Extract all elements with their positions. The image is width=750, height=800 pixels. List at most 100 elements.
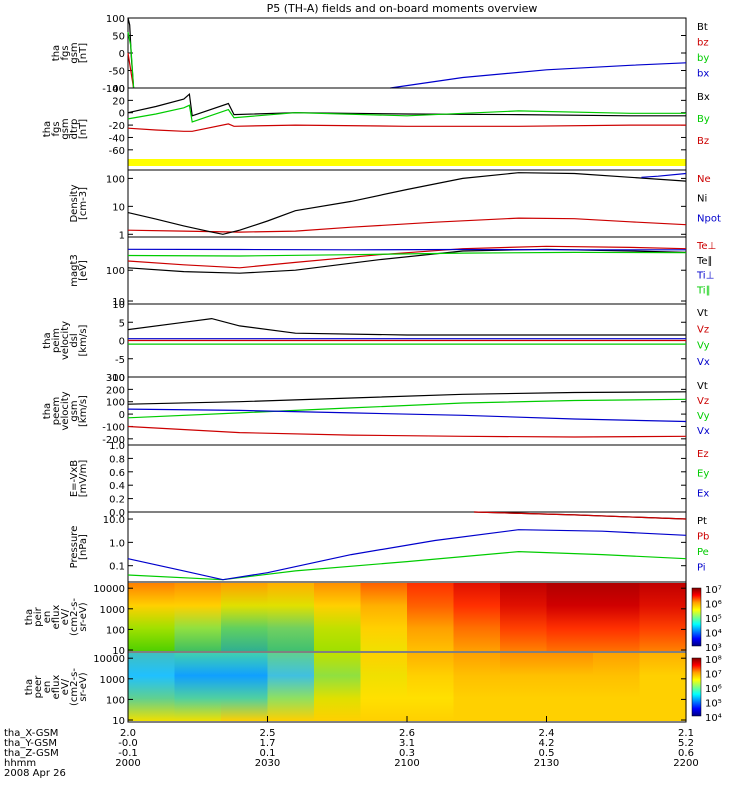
y-axis-label: peim xyxy=(51,328,62,353)
series-line-ti xyxy=(127,248,686,251)
legend-pt: Pt xyxy=(697,516,707,527)
panel-frame xyxy=(127,511,687,583)
y-axis-label: tha xyxy=(24,679,35,695)
y-tick-label: 0.0 xyxy=(109,508,125,519)
ephemeris-value: -0.1 xyxy=(118,748,138,759)
legend-ez: Ez xyxy=(697,449,709,460)
y-axis-label: dsl xyxy=(69,333,80,347)
y-tick-label: 300 xyxy=(106,373,125,384)
heatmap-column xyxy=(407,653,455,721)
legend-te: Te∥ xyxy=(696,256,713,267)
y-axis-label: [mV/m] xyxy=(78,460,89,498)
legend-by: By xyxy=(697,114,710,125)
legend-bz: Bz xyxy=(697,136,709,147)
y-tick-label: 10 xyxy=(112,297,125,308)
legend-bx: bx xyxy=(697,69,709,80)
colorbar-tick-label: 10⁷ xyxy=(705,670,722,681)
y-axis-label: [km/s] xyxy=(78,395,89,427)
y-axis-label: sr-eV) xyxy=(78,672,89,701)
legend-vx: Vx xyxy=(697,357,710,368)
y-tick-label: 1000 xyxy=(100,605,125,616)
heatmap-column xyxy=(453,653,501,721)
colorbar-tick-label: 10⁶ xyxy=(705,600,722,611)
y-axis-label: velocity xyxy=(60,391,71,430)
legend-ti: Ti⊥ xyxy=(696,271,714,282)
ephemeris-value: 2100 xyxy=(394,758,419,769)
y-axis-label: tha xyxy=(42,403,53,419)
y-tick-label: 0 xyxy=(119,109,125,120)
y-axis-label: dtrp xyxy=(69,119,80,140)
y-axis-label: [nT] xyxy=(78,43,89,63)
colorbar: 10⁸ 10⁷ 10⁶ 10⁵ 10⁴ xyxy=(691,655,722,724)
heatmap-column xyxy=(639,653,687,721)
colorbar-tick-label: 10⁸ xyxy=(705,655,722,666)
y-axis-label: en xyxy=(42,681,53,694)
series-line-vz xyxy=(127,425,687,438)
heatmap-column xyxy=(639,583,687,651)
panel-frame xyxy=(127,17,687,89)
y-tick-label: -100 xyxy=(102,84,125,95)
heatmap-column xyxy=(360,583,408,651)
y-axis-label: fgs xyxy=(51,121,62,136)
heatmap-column xyxy=(174,653,222,721)
y-tick-label: 5 xyxy=(119,318,125,329)
colorbar-scale xyxy=(691,657,702,717)
series-line-bx xyxy=(390,62,687,89)
series-line-vt xyxy=(127,391,687,405)
quality-flag-band xyxy=(128,159,686,166)
panel-3: 100 10 1 Density[cm-3] Ne Ni Npot xyxy=(69,169,721,241)
series-line-npot xyxy=(641,172,687,178)
ephemeris-value: 0.1 xyxy=(260,748,276,759)
y-tick-label: 100 xyxy=(106,266,125,277)
y-axis-label: [nT] xyxy=(78,119,89,139)
y-tick-label: 1000 xyxy=(100,675,125,686)
y-tick-label: -5 xyxy=(115,355,125,366)
legend-vt: Vt xyxy=(697,381,708,392)
heatmap-column xyxy=(360,653,408,721)
heatmap-column xyxy=(221,653,269,721)
colorbar-tick-label: 10⁷ xyxy=(705,585,722,596)
ephemeris-value: 2.5 xyxy=(260,728,276,739)
y-tick-label: -40 xyxy=(109,133,125,144)
legend-npot: Npot xyxy=(697,213,721,224)
ephemeris-value: 2000 xyxy=(115,758,140,769)
heatmap-column xyxy=(593,583,641,651)
ephemeris-value: 2.0 xyxy=(120,728,136,739)
series-line-bz xyxy=(127,123,686,132)
y-tick-label: 100 xyxy=(106,695,125,706)
y-tick-label: 10 xyxy=(112,716,125,727)
heatmap-column xyxy=(593,653,641,721)
y-tick-label: -100 xyxy=(102,422,125,433)
y-tick-label: -50 xyxy=(109,67,125,78)
legend-vx: Vx xyxy=(697,426,710,437)
y-tick-label: 1.0 xyxy=(109,538,125,549)
heatmap-column xyxy=(546,653,594,721)
legend-pb: Pb xyxy=(697,532,709,543)
series-line-vt xyxy=(127,317,686,336)
y-tick-label: -20 xyxy=(109,121,125,132)
y-tick-label: 10000 xyxy=(93,654,125,665)
y-axis-label: [nPa] xyxy=(78,534,89,560)
ephemeris-value: 0.5 xyxy=(539,748,555,759)
y-axis-label: gsm xyxy=(69,42,80,63)
panel-frame xyxy=(127,87,687,171)
series-line-pe xyxy=(127,550,687,581)
heatmap-column xyxy=(267,583,315,651)
y-tick-label: 0.4 xyxy=(109,481,125,492)
heatmap-column xyxy=(500,653,548,721)
y-axis-label: Pressure xyxy=(69,526,80,569)
panel-frame xyxy=(127,444,687,513)
legend-by: by xyxy=(697,53,709,64)
colorbar-tick-label: 10⁴ xyxy=(705,713,722,724)
ephemeris-value: 3.1 xyxy=(399,738,415,749)
panel-10: 10⁸ 10⁷ 10⁶ 10⁵ 10⁴ 10000 1000 100 10 thapeerenef… xyxy=(24,651,722,727)
y-tick-label: 100 xyxy=(106,14,125,25)
legend-vy: Vy xyxy=(697,411,710,422)
y-axis-label: tha xyxy=(24,609,35,625)
series-line-by xyxy=(127,31,135,89)
y-axis-label: [cm-3] xyxy=(78,187,89,220)
heatmap-column xyxy=(267,653,315,721)
colorbar: 10⁷ 10⁶ 10⁵ 10⁴ 10³ xyxy=(691,585,722,654)
